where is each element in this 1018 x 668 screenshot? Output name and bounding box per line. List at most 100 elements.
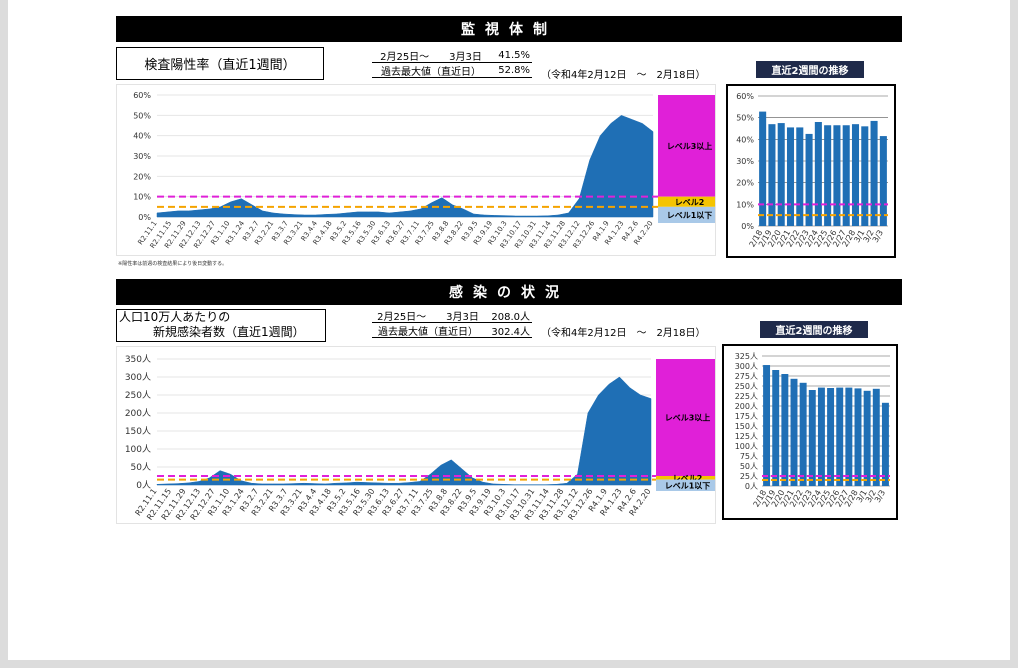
y-tick-label: 175人 (735, 412, 758, 421)
monitoring-section-title: 監視体制 (116, 16, 902, 42)
bar (777, 123, 785, 226)
cases-current-value: 208.0人 (491, 311, 530, 323)
bar (808, 390, 816, 486)
cases-current-period: 2月25日～ 3月3日 (377, 311, 479, 323)
bar (863, 390, 871, 486)
level1-band (656, 479, 719, 491)
x-tick-label: 3/3 (873, 489, 887, 505)
y-tick-label: 200人 (735, 402, 758, 411)
y-tick-label: 300人 (125, 372, 151, 383)
y-tick-label: 10% (133, 193, 151, 202)
cases-trend-chart: 0人25人50人75人100人125人150人175人200人225人250人2… (735, 352, 890, 509)
bar (842, 125, 850, 226)
y-tick-label: 350人 (125, 354, 151, 365)
document-page: 監視体制 検査陽性率（直近1週間） 2月25日～ 3月3日 41.5% 過去最大… (8, 0, 1010, 660)
bar (790, 378, 798, 486)
y-tick-label: 60% (133, 91, 151, 100)
positivity-metric-title: 検査陽性率（直近1週間） (116, 47, 324, 80)
y-tick-label: 250人 (735, 382, 758, 391)
positivity-max-period: （令和4年2月12日 ～ 2月18日） (541, 70, 706, 81)
cases-metric-title: 人口10万人あたりの 新規感染者数（直近1週間） (116, 309, 326, 342)
y-tick-label: 50% (736, 114, 754, 123)
bar (851, 124, 860, 226)
x-tick-label: 3/3 (871, 229, 885, 245)
positivity-max-value: 52.8% (498, 64, 530, 76)
bar (861, 126, 869, 226)
positivity-max-label: 過去最大値（直近日） (381, 66, 481, 78)
bar (781, 374, 789, 486)
y-tick-label: 25人 (740, 472, 758, 481)
cases-trend-frame: 0人 25人 50人 75人 100人 125人 150人 175人 200人 225人 250人 2… (722, 344, 898, 520)
positivity-chart-frame: 0% 10% 20% 30% 40% 50% 60% R2.11.1 R2.11.15 R2.11… (116, 84, 721, 256)
bar (817, 387, 825, 486)
level2-label: レベル2 (673, 474, 703, 483)
positivity-summary: 2月25日～ 3月3日 41.5% 過去最大値（直近日） 52.8% (372, 48, 532, 78)
level2-band (658, 196, 721, 207)
y-tick-label: 150人 (125, 426, 151, 437)
bar (824, 125, 832, 226)
bar (845, 387, 853, 486)
y-tick-label: 50人 (740, 462, 758, 471)
y-tick-label: 0% (741, 222, 754, 231)
cases-max-period: （令和4年2月12日 ～ 2月18日） (541, 328, 706, 339)
y-tick-label: 20% (133, 172, 151, 181)
cases-chart-frame: 0人 50人 100人 150人 200人 250人 300人 350人 R2.11.1 R2.1… (116, 346, 719, 524)
positivity-trend-title: 直近2週間の推移 (756, 61, 864, 78)
y-tick-label: 0人 (136, 480, 151, 491)
positivity-footnote: ※陽性率は前週の検査結果により後日変動する。 (118, 261, 228, 267)
y-tick-label: 100人 (735, 442, 758, 451)
level3-label: レベル3以上 (665, 413, 711, 423)
cases-metric-title-line2: 新規感染者数（直近1週間） (153, 325, 305, 339)
bar (881, 402, 889, 486)
y-tick-label: 0% (138, 213, 151, 222)
cases-trend-title: 直近2週間の推移 (760, 321, 868, 338)
bar (805, 133, 813, 226)
positivity-main-chart: 0%10%20%30%40%50%60%R2.11.1R2.11.15R2.11… (133, 91, 721, 250)
bar (786, 127, 795, 226)
y-tick-label: 150人 (735, 422, 758, 431)
positivity-max-row: 過去最大値（直近日） 52.8% (372, 63, 532, 78)
bar (763, 365, 771, 486)
bar (759, 111, 767, 226)
positivity-metric-title-text: 検査陽性率（直近1週間） (144, 58, 296, 73)
cases-max-row: 過去最大値（直近日） 302.4人 (372, 323, 532, 338)
y-tick-label: 0人 (745, 482, 758, 491)
y-tick-label: 10% (736, 200, 754, 209)
y-tick-label: 225人 (735, 392, 758, 401)
positivity-current-row: 2月25日～ 3月3日 41.5% (372, 48, 532, 63)
y-tick-label: 250人 (125, 390, 151, 401)
cases-summary: 2月25日～ 3月3日 208.0人 過去最大値（直近日） 302.4人 (372, 308, 532, 338)
bar (768, 124, 776, 226)
bar (872, 388, 880, 486)
y-tick-label: 75人 (740, 452, 758, 461)
bar (796, 127, 804, 226)
level3-band (658, 95, 721, 197)
cases-current-row: 2月25日～ 3月3日 208.0人 (372, 308, 532, 323)
bar (854, 388, 862, 486)
cases-metric-title-line1: 人口10万人あたりの (119, 310, 231, 324)
level2-band (656, 476, 719, 480)
cases-max-label: 過去最大値（直近日） (378, 326, 478, 338)
positivity-trend-chart: 0%10%20%30%40%50%60%2/182/192/202/212/22… (736, 92, 888, 249)
bar (772, 370, 780, 486)
level1-band (658, 206, 721, 223)
level2-label: レベル2 (675, 198, 705, 207)
positivity-current-value: 41.5% (498, 49, 530, 61)
cases-max-value: 302.4人 (491, 326, 530, 338)
y-tick-label: 275人 (735, 372, 758, 381)
y-tick-label: 100人 (125, 444, 151, 455)
positivity-current-period: 2月25日～ 3月3日 (380, 51, 482, 63)
bar (836, 387, 844, 486)
y-tick-label: 325人 (735, 352, 758, 361)
positivity-trend-frame: 0% 10% 20% 30% 40% 50% 60% 2/18 2/19 2/20 2/21 2/22… (726, 84, 896, 258)
y-tick-label: 40% (736, 135, 754, 144)
level3-label: レベル3以上 (667, 141, 713, 151)
y-tick-label: 125人 (735, 432, 758, 441)
bar (870, 120, 878, 226)
cases-main-chart: 0人50人100人150人200人250人300人350人R2.11.1R2.1… (125, 354, 719, 522)
y-tick-label: 60% (736, 92, 754, 101)
bar (814, 122, 822, 226)
bar (827, 388, 835, 486)
y-tick-label: 200人 (125, 408, 151, 419)
y-tick-label: 20% (736, 179, 754, 188)
